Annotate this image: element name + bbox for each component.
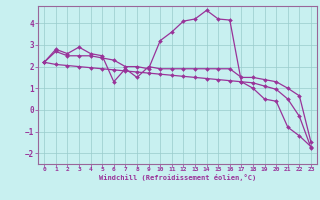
X-axis label: Windchill (Refroidissement éolien,°C): Windchill (Refroidissement éolien,°C) [99, 174, 256, 181]
